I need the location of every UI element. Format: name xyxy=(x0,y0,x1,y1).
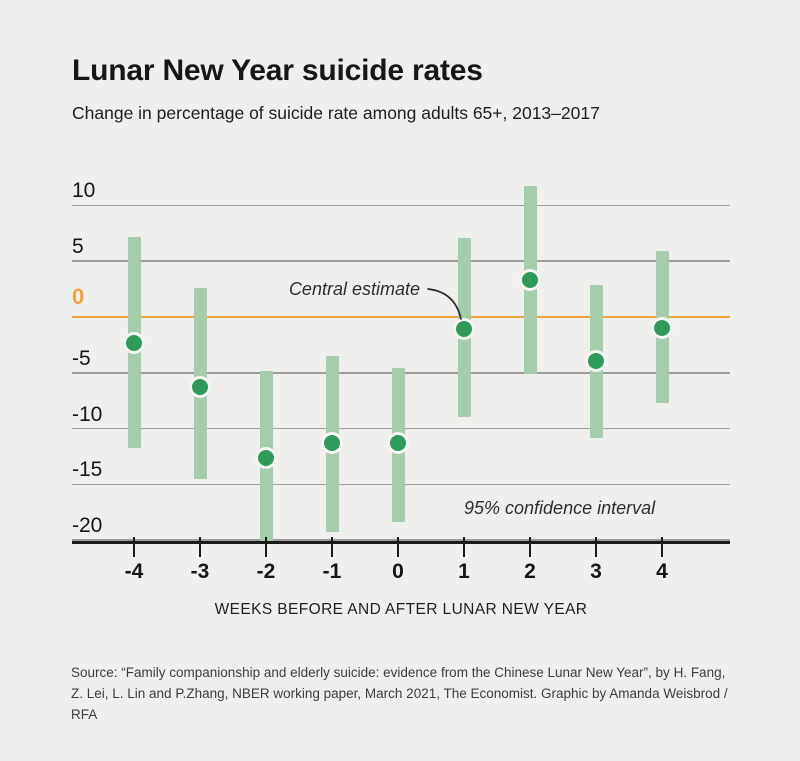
y-tick-label: -10 xyxy=(72,402,103,426)
x-tick-label: -4 xyxy=(124,560,144,583)
central-estimate-dot xyxy=(255,446,277,469)
central-estimate-dot xyxy=(585,349,607,372)
x-tick xyxy=(660,537,664,557)
x-tick xyxy=(396,537,400,557)
x-tick-label: 2 xyxy=(524,560,536,583)
y-tick-label: -20 xyxy=(72,514,103,538)
confidence-interval-annotation: 95% confidence interval xyxy=(464,498,656,518)
x-tick-label: 0 xyxy=(392,560,404,583)
y-tick-label: 5 xyxy=(72,235,84,259)
y-gridline xyxy=(72,260,730,262)
x-tick xyxy=(330,537,334,557)
central-estimate-dot xyxy=(321,432,343,455)
x-tick-label: -3 xyxy=(190,560,210,583)
zero-baseline xyxy=(72,316,730,318)
page-title: Lunar New Year suicide rates xyxy=(72,54,483,87)
x-tick xyxy=(264,537,268,557)
central-estimate-dot xyxy=(519,269,541,292)
central-estimate-dot xyxy=(651,317,673,340)
central-estimate-dot xyxy=(453,318,475,341)
central-estimate-annotation: Central estimate xyxy=(288,279,420,299)
x-tick-label: -2 xyxy=(256,560,276,583)
x-tick xyxy=(462,537,466,557)
y-tick-label: 10 xyxy=(72,179,96,203)
x-axis-title: WEEKS BEFORE AND AFTER LUNAR NEW YEAR xyxy=(214,601,588,618)
x-tick-label: 3 xyxy=(590,560,602,583)
central-estimate-dot xyxy=(189,376,211,399)
y-gridline xyxy=(72,539,730,541)
y-tick-label: -15 xyxy=(72,458,103,482)
x-tick xyxy=(132,537,136,557)
x-tick xyxy=(528,537,532,557)
central-estimate-dot xyxy=(123,331,145,354)
x-tick-label: -1 xyxy=(322,560,342,583)
x-axis-line xyxy=(72,541,730,544)
y-tick-label: 0 xyxy=(72,284,85,309)
source-note: Source: “Family companionship and elderl… xyxy=(71,665,728,722)
y-tick-label: -5 xyxy=(72,346,91,370)
chart-subtitle: Change in percentage of suicide rate amo… xyxy=(72,103,600,123)
central-estimate-dot xyxy=(387,432,409,455)
annotation-connector-icon xyxy=(427,288,462,320)
x-tick-label: 4 xyxy=(656,560,668,583)
x-tick xyxy=(594,537,598,557)
y-gridline xyxy=(72,204,730,207)
x-tick-label: 1 xyxy=(458,560,470,583)
x-tick xyxy=(198,537,202,557)
